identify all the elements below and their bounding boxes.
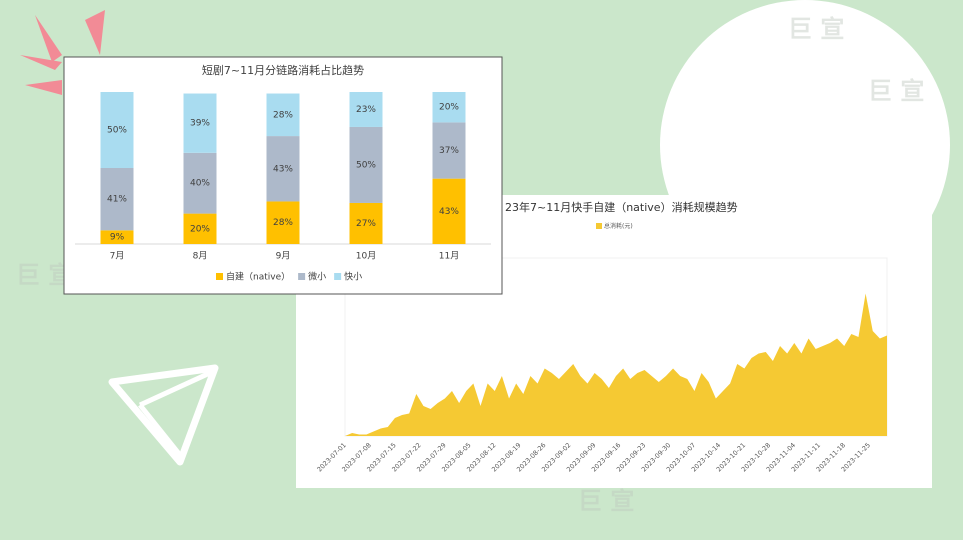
chart-title: 短剧7~11月分链路消耗占比趋势	[202, 63, 364, 77]
data-label: 20%	[190, 224, 210, 234]
bar-segment	[432, 122, 466, 179]
bar-segment	[349, 126, 383, 203]
legend-swatch	[298, 273, 306, 280]
data-label: 27%	[356, 219, 376, 229]
x-tick-label: 9月	[276, 251, 291, 262]
legend-label: 快小	[344, 271, 362, 283]
bar-segment	[100, 92, 134, 168]
bar-chart: 短剧7~11月分链路消耗占比趋势 7月 9% 41% 50% 8月 20% 40% 39% 9月…	[63, 56, 503, 295]
bar-segment	[183, 93, 217, 153]
data-label: 28%	[273, 218, 293, 228]
area	[345, 293, 887, 436]
data-label: 43%	[439, 207, 459, 217]
data-label: 50%	[356, 160, 376, 170]
legend-swatch	[596, 223, 602, 229]
bar-segment	[266, 136, 300, 202]
legend-label: 微小	[308, 271, 326, 283]
watermark: 巨 宣	[788, 15, 844, 43]
bar-segment	[349, 202, 383, 244]
data-label: 9%	[110, 233, 125, 243]
watermark: 巨 宣	[868, 77, 924, 105]
legend-swatch	[216, 273, 223, 280]
bar-segment	[266, 201, 300, 244]
bar-segment	[432, 178, 466, 244]
bar-segment	[266, 93, 300, 137]
data-label: 43%	[273, 164, 293, 174]
chart-title: 23年7~11月快手自建（native）消耗规模趋势	[505, 200, 738, 214]
watermark: 巨 宣	[578, 487, 634, 515]
data-label: 39%	[190, 119, 210, 129]
legend-label: 自建（native）	[226, 271, 290, 283]
bar-segment	[183, 213, 217, 244]
bar-segment	[432, 92, 466, 123]
bar-segment	[349, 92, 383, 127]
data-label: 28%	[273, 110, 293, 120]
data-label: 37%	[439, 146, 459, 156]
legend-label: 总消耗(元)	[604, 222, 633, 230]
data-label: 20%	[439, 103, 459, 113]
x-tick-label: 10月	[356, 251, 376, 262]
bar-segment	[100, 168, 134, 231]
watermark: 巨 宣	[16, 261, 72, 289]
x-tick-label: 8月	[193, 251, 208, 262]
data-label: 23%	[356, 105, 376, 115]
legend-swatch	[334, 273, 342, 280]
data-label: 41%	[107, 195, 127, 205]
x-tick-label: 11月	[439, 251, 459, 262]
x-tick-label: 7月	[110, 251, 125, 262]
data-label: 40%	[190, 179, 210, 189]
bar-segment	[100, 230, 134, 244]
data-label: 50%	[107, 126, 127, 136]
bar-segment	[183, 152, 217, 214]
